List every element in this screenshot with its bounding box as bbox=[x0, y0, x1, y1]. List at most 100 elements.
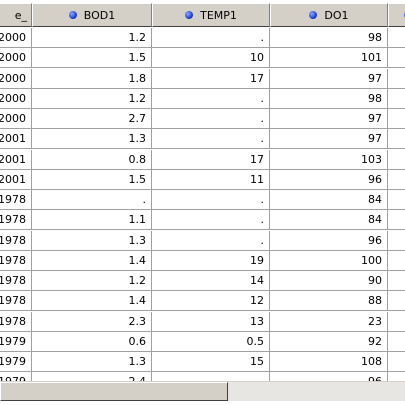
table-cell: 19 bbox=[152, 250, 270, 271]
column-icon bbox=[185, 11, 194, 19]
table-cell: . bbox=[152, 230, 270, 251]
table-cell: 2000 bbox=[0, 28, 32, 48]
table-cell: 96 bbox=[270, 230, 388, 251]
table-cell: 1.5 bbox=[32, 169, 152, 190]
table-cell: . bbox=[152, 190, 270, 210]
column-title: BOD1 bbox=[83, 8, 116, 22]
table-cell bbox=[388, 190, 405, 210]
table-cell bbox=[388, 69, 405, 89]
table-cell: 1978 bbox=[0, 291, 32, 312]
table-cell: 13 bbox=[152, 311, 270, 332]
column-title: TEMP1 bbox=[200, 8, 237, 22]
table-cell: 1978 bbox=[0, 230, 32, 251]
table-cell: 17 bbox=[152, 149, 270, 170]
column-header[interactable]: TEMP1 bbox=[152, 3, 270, 27]
table-cell: 0.8 bbox=[32, 149, 152, 170]
table-cell: 17 bbox=[152, 68, 270, 89]
table-cell: 1.2 bbox=[32, 271, 152, 291]
column-header[interactable]: e_ bbox=[0, 3, 32, 27]
column-title: e_ bbox=[14, 8, 27, 22]
column-icon bbox=[68, 11, 77, 19]
table-cell: 1.3 bbox=[32, 230, 152, 251]
table-cell: 2000 bbox=[0, 68, 32, 89]
table-cell: 2000 bbox=[0, 109, 32, 129]
table-cell: 1.8 bbox=[32, 68, 152, 89]
table-cell bbox=[388, 271, 405, 291]
table-cell: 97 bbox=[270, 68, 388, 89]
table-cell: . bbox=[32, 190, 152, 210]
table-cell: 2.7 bbox=[32, 109, 152, 129]
table-cell: 84 bbox=[270, 210, 388, 231]
table-cell: 100 bbox=[270, 250, 388, 271]
table-cell: 97 bbox=[270, 109, 388, 129]
table-cell: 1.3 bbox=[32, 129, 152, 150]
table-cell: 14 bbox=[152, 271, 270, 291]
table-cell: 1979 bbox=[0, 352, 32, 372]
table-cell bbox=[388, 109, 405, 129]
table-cell: 1.5 bbox=[32, 48, 152, 69]
table-cell: 1.1 bbox=[32, 210, 152, 231]
table-cell bbox=[388, 210, 405, 231]
table-cell: 1978 bbox=[0, 311, 32, 332]
column-title: DO1 bbox=[324, 8, 349, 22]
table-cell bbox=[388, 170, 405, 190]
table-cell bbox=[388, 332, 405, 352]
table-cell: 1978 bbox=[0, 210, 32, 231]
table-cell: 1.4 bbox=[32, 250, 152, 271]
column-icon bbox=[309, 11, 318, 19]
table-cell: 2001 bbox=[0, 129, 32, 150]
column-header[interactable] bbox=[388, 3, 405, 27]
table-cell: 2000 bbox=[0, 88, 32, 109]
table-cell: 15 bbox=[152, 352, 270, 372]
table-cell: 1.3 bbox=[32, 352, 152, 372]
horizontal-scrollbar[interactable] bbox=[0, 381, 405, 401]
table-cell bbox=[388, 312, 405, 332]
table-cell: . bbox=[152, 88, 270, 109]
table-cell: 96 bbox=[270, 169, 388, 190]
table-cell: 0.5 bbox=[152, 331, 270, 352]
table-cell bbox=[388, 129, 405, 150]
table-cell bbox=[388, 89, 405, 109]
table-cell: 84 bbox=[270, 190, 388, 210]
table-cell: 2.3 bbox=[32, 311, 152, 332]
table-cell: 10 bbox=[152, 48, 270, 69]
table-cell: 1.4 bbox=[32, 291, 152, 312]
table-cell: 2001 bbox=[0, 149, 32, 170]
column-header[interactable]: BOD1 bbox=[32, 3, 152, 27]
table-cell: 2000 bbox=[0, 48, 32, 69]
table-cell: 108 bbox=[270, 352, 388, 372]
table-cell: . bbox=[152, 28, 270, 48]
scroll-thumb[interactable] bbox=[0, 382, 228, 401]
table-cell: 12 bbox=[152, 291, 270, 312]
table-cell: 1.2 bbox=[32, 88, 152, 109]
table-cell: 11 bbox=[152, 169, 270, 190]
table-cell bbox=[388, 291, 405, 312]
table-cell: 0.6 bbox=[32, 331, 152, 352]
table-cell bbox=[388, 231, 405, 251]
table-cell bbox=[388, 28, 405, 48]
table-cell: 1.2 bbox=[32, 28, 152, 48]
table-cell: 101 bbox=[270, 48, 388, 69]
table-cell: 97 bbox=[270, 129, 388, 150]
table-cell bbox=[388, 48, 405, 69]
table-cell: 92 bbox=[270, 331, 388, 352]
table-cell: 1979 bbox=[0, 331, 32, 352]
table-cell bbox=[388, 251, 405, 271]
table-cell: 98 bbox=[270, 88, 388, 109]
table-cell: 1978 bbox=[0, 250, 32, 271]
column-header[interactable]: DO1 bbox=[270, 3, 388, 27]
table-cell bbox=[388, 150, 405, 170]
table-cell: . bbox=[152, 109, 270, 129]
table-cell: 103 bbox=[270, 149, 388, 170]
table-cell: 1978 bbox=[0, 271, 32, 291]
table-cell: . bbox=[152, 129, 270, 150]
table-cell: 2001 bbox=[0, 169, 32, 190]
table-cell: 23 bbox=[270, 311, 388, 332]
table-cell: 88 bbox=[270, 291, 388, 312]
table-cell: . bbox=[152, 210, 270, 231]
table-cell bbox=[388, 352, 405, 372]
table-cell: 98 bbox=[270, 28, 388, 48]
table-cell: 1978 bbox=[0, 190, 32, 210]
table-cell: 90 bbox=[270, 271, 388, 291]
